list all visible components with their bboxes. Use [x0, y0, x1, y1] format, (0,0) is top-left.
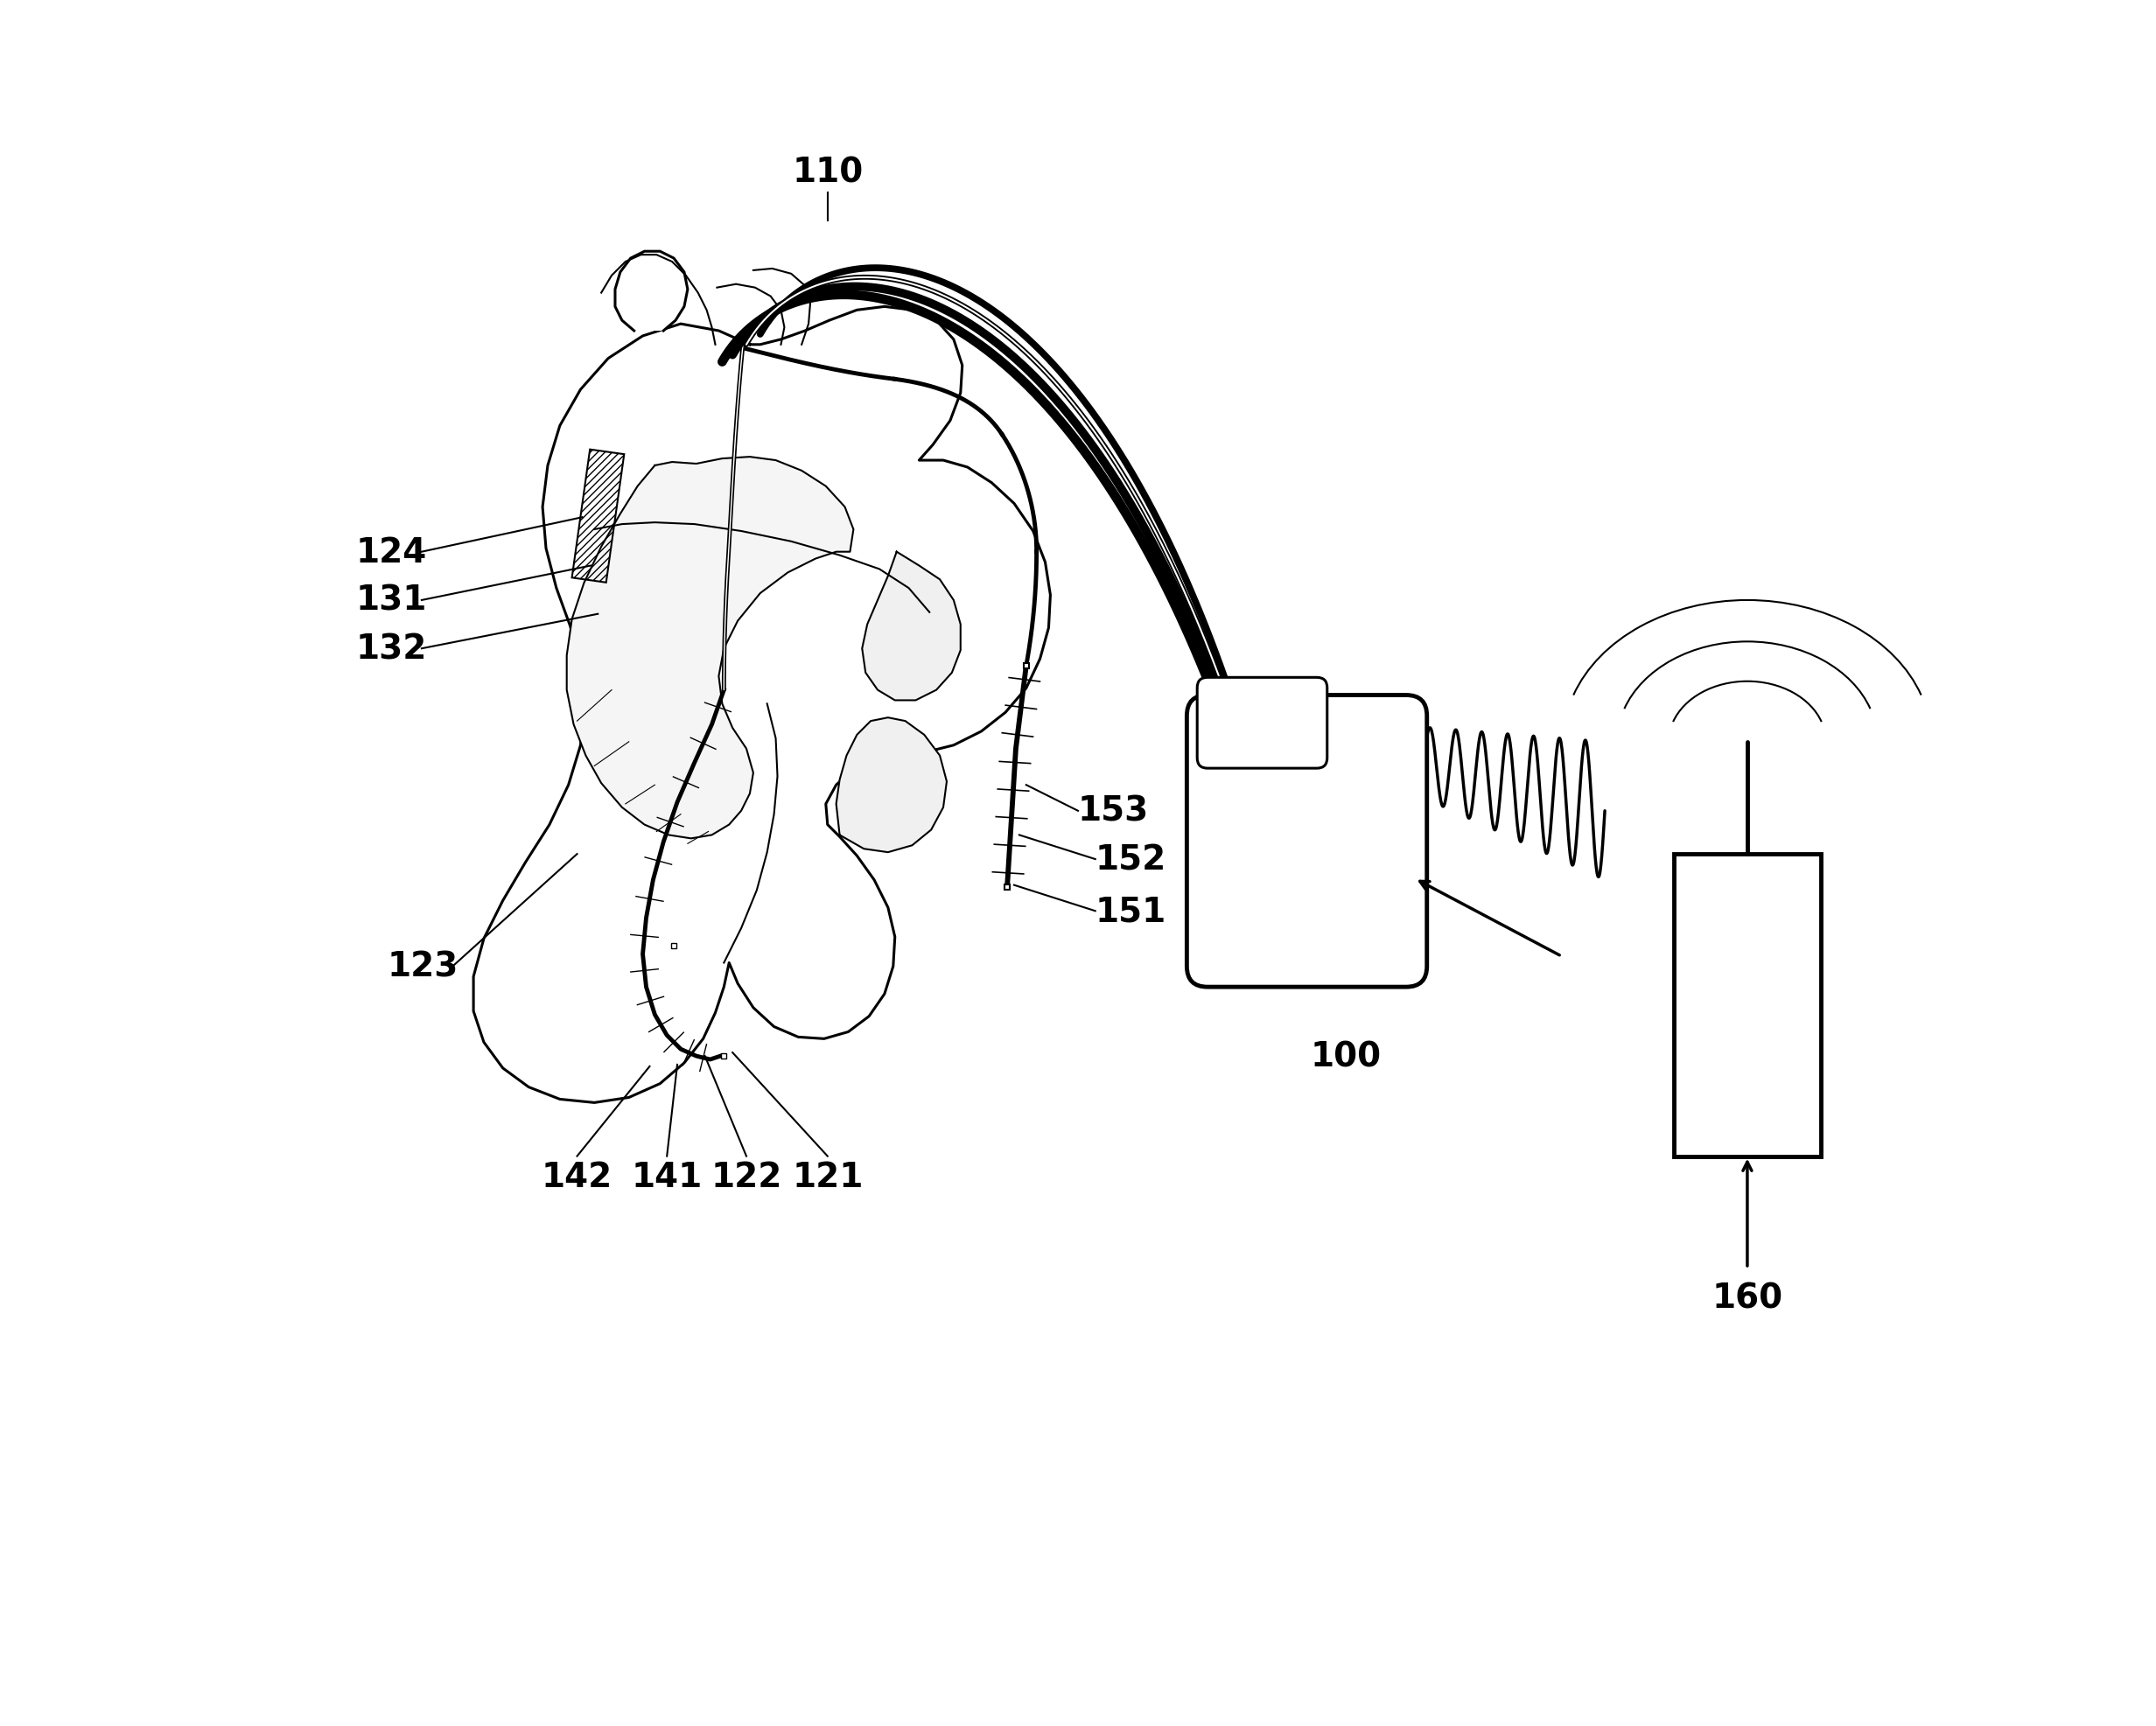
Text: 122: 122: [711, 1160, 783, 1194]
Polygon shape: [474, 307, 1050, 1103]
Polygon shape: [862, 552, 962, 701]
Text: 132: 132: [356, 632, 427, 666]
Text: 151: 151: [1095, 894, 1166, 929]
Text: 124: 124: [356, 535, 427, 570]
Text: 153: 153: [1078, 794, 1149, 828]
Text: 131: 131: [356, 583, 427, 618]
Text: 123: 123: [388, 949, 459, 984]
FancyBboxPatch shape: [1186, 696, 1427, 987]
Text: 160: 160: [1712, 1281, 1783, 1315]
Bar: [1673, 854, 1820, 1156]
Text: 121: 121: [791, 1160, 862, 1194]
Text: 142: 142: [541, 1160, 612, 1194]
FancyBboxPatch shape: [1197, 678, 1328, 768]
Polygon shape: [614, 252, 688, 331]
Text: 100: 100: [1311, 1039, 1382, 1074]
Polygon shape: [837, 718, 946, 853]
Polygon shape: [567, 457, 854, 839]
Text: 152: 152: [1095, 842, 1166, 877]
Bar: [571, 450, 623, 583]
Text: 110: 110: [791, 155, 862, 190]
Text: 141: 141: [632, 1160, 703, 1194]
